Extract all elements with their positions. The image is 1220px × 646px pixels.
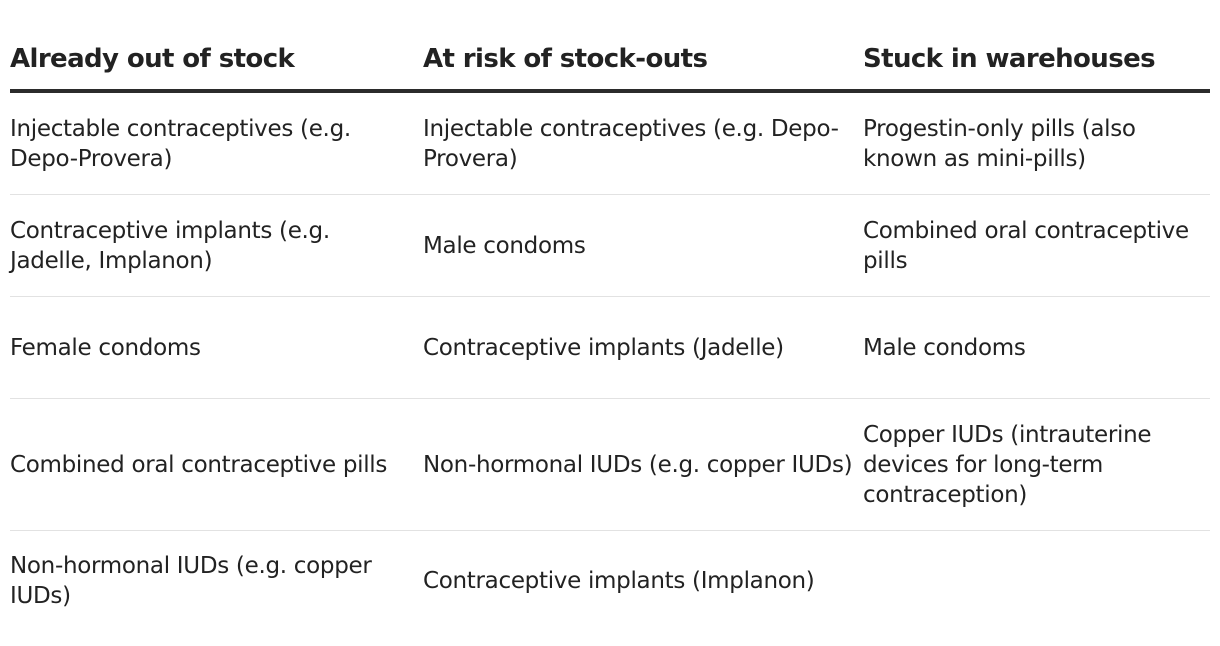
header-already-out-of-stock: Already out of stock — [10, 44, 295, 74]
table-cell: Progestin-only pills (also known as mini… — [863, 115, 1136, 172]
table-cell: Combined oral contraceptive pills — [863, 217, 1189, 274]
table-header-row: Already out of stock At risk of stock-ou… — [10, 40, 1210, 93]
table-cell: Female condoms — [10, 334, 201, 361]
table-cell: Copper IUDs (intrauterine devices for lo… — [863, 421, 1152, 508]
table-row: Female condoms Contraceptive implants (J… — [10, 297, 1210, 399]
table-row: Contraceptive implants (e.g. Jadelle, Im… — [10, 195, 1210, 297]
table-row: Non-hormonal IUDs (e.g. copper IUDs) Con… — [10, 531, 1210, 631]
table-cell: Non-hormonal IUDs (e.g. copper IUDs) — [10, 553, 372, 609]
header-stuck-in-warehouses: Stuck in warehouses — [863, 44, 1156, 74]
table-cell: Combined oral contraceptive pills — [10, 451, 388, 478]
table-cell: Contraceptive implants (Implanon) — [423, 568, 815, 594]
table-cell: Male condoms — [863, 334, 1026, 361]
table-row: Injectable contraceptives (e.g. Depo-Pro… — [10, 93, 1210, 195]
stock-status-table: Already out of stock At risk of stock-ou… — [10, 40, 1210, 631]
table-row: Combined oral contraceptive pills Non-ho… — [10, 399, 1210, 531]
table-cell: Contraceptive implants (e.g. Jadelle, Im… — [10, 217, 330, 274]
table-cell: Contraceptive implants (Jadelle) — [423, 334, 784, 361]
header-at-risk-of-stock-outs: At risk of stock-outs — [423, 44, 708, 74]
table-cell: Male condoms — [423, 232, 586, 259]
table-cell: Injectable contraceptives (e.g. Depo-Pro… — [10, 115, 351, 172]
table-cell: Injectable contraceptives (e.g. Depo-Pro… — [423, 115, 839, 172]
table-cell: Non-hormonal IUDs (e.g. copper IUDs) — [423, 451, 853, 478]
